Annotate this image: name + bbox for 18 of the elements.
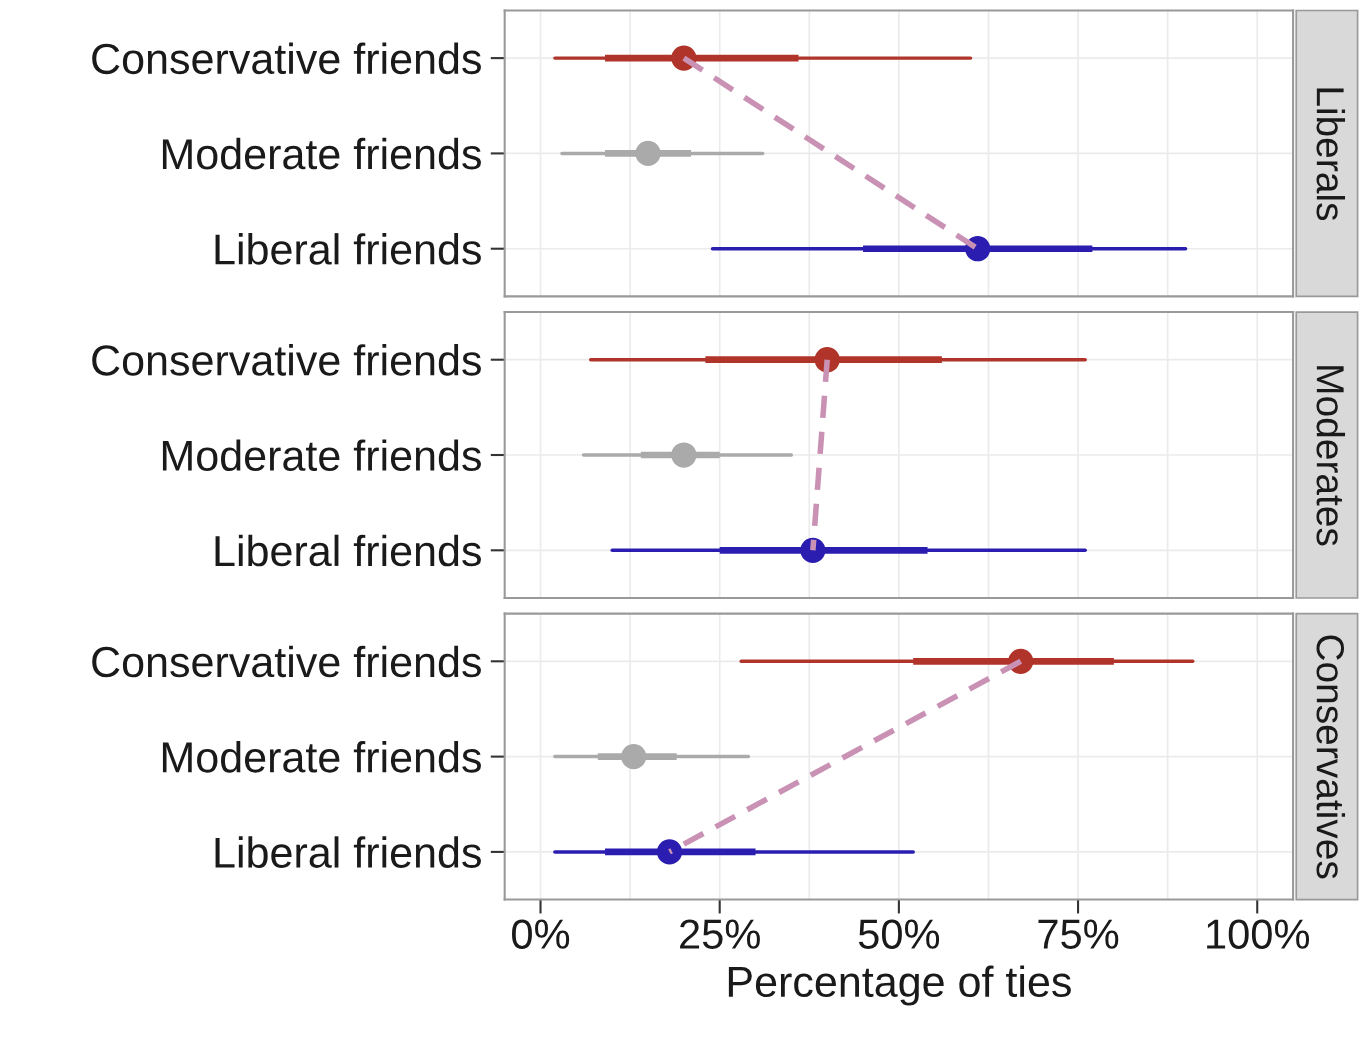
x-tick-label: 75% [1038, 919, 1119, 949]
y-tick-label: Conservative friends [92, 645, 481, 678]
x-axis-title: Percentage of ties [728, 965, 1071, 1006]
y-tick-label: Liberal friends [215, 836, 481, 868]
y-tick-label: Liberal friends [215, 534, 481, 567]
y-tick-label: Conservative friends [92, 42, 481, 75]
text: Moderates [1316, 366, 1346, 546]
y-tick-label: Moderate friends [162, 137, 481, 170]
text: Conservatives [1316, 635, 1346, 879]
x-tick-label: 0% [512, 919, 570, 949]
x-tick-label: 25% [680, 919, 760, 949]
x-tick-label: 100% [1207, 919, 1310, 949]
y-tick-label: Liberal friends [215, 233, 481, 265]
x-tick-label: 50% [858, 919, 940, 949]
text: Liberals [1316, 88, 1346, 221]
y-tick-label: Conservative friends [92, 344, 481, 376]
y-tick-label: Moderate friends [162, 439, 481, 472]
y-tick-label: Moderate friends [162, 741, 481, 773]
